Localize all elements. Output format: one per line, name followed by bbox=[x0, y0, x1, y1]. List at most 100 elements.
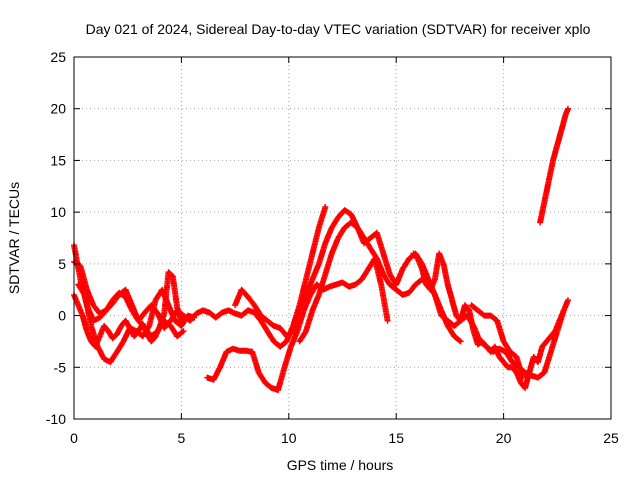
data-point bbox=[283, 328, 295, 340]
data-point bbox=[367, 245, 380, 261]
data-point bbox=[537, 200, 548, 226]
data-point bbox=[500, 338, 513, 354]
data-point bbox=[543, 334, 553, 345]
data-point bbox=[384, 317, 391, 324]
data-point bbox=[109, 332, 119, 342]
data-point bbox=[309, 293, 322, 314]
x-axis-label: GPS time / hours bbox=[287, 457, 394, 473]
data-point bbox=[315, 241, 328, 267]
y-tick-label: -5 bbox=[54, 359, 67, 375]
data-point bbox=[378, 281, 391, 323]
data-point bbox=[461, 302, 472, 313]
data-point bbox=[281, 345, 294, 371]
data-point bbox=[451, 333, 463, 344]
y-tick-label: 15 bbox=[50, 152, 66, 168]
data-point bbox=[328, 215, 341, 231]
data-point bbox=[178, 318, 185, 325]
data-point bbox=[79, 312, 90, 333]
data-point bbox=[238, 286, 251, 299]
data-point bbox=[554, 127, 565, 148]
data-point bbox=[393, 267, 406, 288]
data-point bbox=[322, 204, 329, 210]
data-point bbox=[322, 226, 335, 247]
data-point bbox=[101, 322, 111, 334]
data-point bbox=[513, 353, 526, 380]
data-point bbox=[249, 348, 262, 374]
data-points bbox=[71, 105, 571, 393]
series-sat-h bbox=[410, 250, 571, 391]
data-point bbox=[468, 302, 480, 313]
data-point bbox=[287, 329, 300, 350]
data-point bbox=[165, 269, 175, 279]
data-point bbox=[526, 355, 537, 376]
data-point bbox=[122, 286, 135, 307]
data-point bbox=[315, 272, 328, 298]
series-sat-j bbox=[537, 105, 571, 226]
data-point bbox=[300, 293, 313, 314]
data-point bbox=[83, 286, 96, 307]
data-point bbox=[296, 293, 309, 314]
data-point bbox=[335, 225, 347, 241]
data-point bbox=[373, 255, 386, 276]
data-point bbox=[386, 281, 399, 292]
data-point bbox=[174, 328, 186, 340]
x-tick-label: 0 bbox=[70, 430, 78, 446]
data-point bbox=[109, 293, 122, 307]
data-point bbox=[309, 262, 322, 283]
data-point bbox=[217, 350, 229, 371]
data-point bbox=[565, 297, 571, 304]
data-point bbox=[303, 308, 315, 335]
data-point bbox=[373, 229, 386, 255]
data-point bbox=[210, 365, 223, 383]
data-point bbox=[262, 379, 274, 391]
data-point bbox=[251, 309, 263, 323]
data-point bbox=[294, 308, 307, 335]
x-tick-label: 25 bbox=[603, 430, 619, 446]
axes: 0 5 10 15 20 25 -10 -5 0 5 10 15 20 25 bbox=[46, 49, 619, 446]
data-point bbox=[180, 328, 187, 335]
data-point bbox=[494, 317, 507, 343]
data-point bbox=[487, 312, 500, 323]
x-tick-label: 5 bbox=[178, 430, 186, 446]
y-tick-label: 10 bbox=[50, 204, 66, 220]
data-point bbox=[257, 312, 270, 323]
x-tick-label: 15 bbox=[388, 430, 404, 446]
data-point bbox=[539, 339, 549, 350]
data-point bbox=[212, 310, 225, 321]
data-point bbox=[440, 260, 451, 287]
data-point bbox=[77, 276, 90, 307]
data-point bbox=[361, 235, 373, 247]
data-point bbox=[341, 207, 353, 217]
data-point bbox=[479, 338, 489, 349]
data-point bbox=[457, 338, 464, 345]
data-point bbox=[496, 353, 506, 365]
x-tick-label: 20 bbox=[496, 430, 512, 446]
y-tick-label: 25 bbox=[50, 49, 66, 65]
data-point bbox=[354, 224, 367, 245]
series-sat-g bbox=[296, 219, 567, 381]
data-point bbox=[541, 350, 554, 376]
data-point bbox=[509, 364, 519, 375]
data-point bbox=[500, 359, 510, 370]
data-point bbox=[474, 307, 487, 318]
data-point bbox=[275, 365, 288, 393]
data-point bbox=[303, 252, 315, 283]
data-point bbox=[547, 329, 560, 355]
data-point bbox=[406, 282, 418, 296]
data-point bbox=[315, 205, 328, 231]
data-point bbox=[399, 257, 412, 272]
data-point bbox=[419, 266, 429, 287]
chart-title: Day 021 of 2024, Sidereal Day-to-day VTE… bbox=[86, 21, 591, 37]
data-point bbox=[507, 348, 519, 360]
data-point bbox=[161, 270, 172, 317]
series-sat-i bbox=[468, 302, 526, 381]
data-point bbox=[358, 267, 371, 283]
y-tick-label: 20 bbox=[50, 101, 66, 117]
data-point bbox=[114, 324, 124, 338]
data-point bbox=[264, 328, 276, 344]
data-point bbox=[380, 250, 393, 276]
data-point bbox=[165, 302, 178, 323]
x-tick-label: 10 bbox=[281, 430, 297, 446]
y-tick-label: 0 bbox=[58, 308, 66, 324]
